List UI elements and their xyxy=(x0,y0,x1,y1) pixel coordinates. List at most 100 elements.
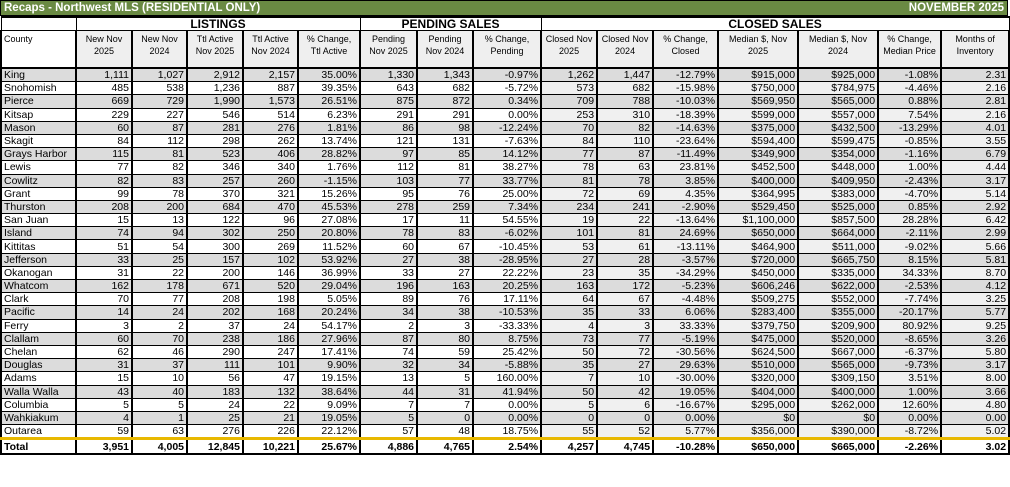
data-cell: $509,275 xyxy=(717,292,800,307)
data-cell: 2.16 xyxy=(940,107,1010,122)
data-cell: 57 xyxy=(359,424,419,441)
table-row: Skagit 84 112 298 262 13.74% 121 131 -7.63% 84 110… xyxy=(0,133,1010,149)
data-cell: 278 xyxy=(359,199,419,215)
county-name-cell: Pacific xyxy=(0,305,77,320)
data-cell: 24 xyxy=(242,318,299,333)
data-cell: 22.22% xyxy=(472,265,543,281)
data-cell: -34.29% xyxy=(652,265,720,281)
data-cell: 50 xyxy=(540,344,599,360)
data-cell: $375,000 xyxy=(717,120,800,135)
data-cell: 226 xyxy=(242,424,299,441)
data-cell: 25 xyxy=(131,252,188,267)
data-cell: $565,000 xyxy=(797,94,880,109)
data-cell: $624,500 xyxy=(717,344,800,360)
county-name-cell: Kitsap xyxy=(0,107,77,122)
data-cell: $390,000 xyxy=(797,424,880,441)
data-cell: 19 xyxy=(540,213,599,228)
data-cell: 112 xyxy=(131,133,188,149)
data-cell: $354,000 xyxy=(797,147,880,162)
data-cell: -12.24% xyxy=(472,120,543,135)
data-cell: -23.64% xyxy=(652,133,720,149)
data-cell: 302 xyxy=(186,226,244,241)
table-row: Thurston 208 200 684 470 45.53% 278 259 7.34% 234… xyxy=(0,199,1010,215)
data-cell: $750,000 xyxy=(717,81,800,96)
data-cell: 7.54% xyxy=(877,107,943,122)
data-cell: 85 xyxy=(416,147,475,162)
data-cell: 2,157 xyxy=(242,67,299,83)
data-cell: 50 xyxy=(540,384,599,399)
data-cell: 67 xyxy=(416,239,475,254)
data-cell: 20.25% xyxy=(472,278,543,294)
report-title: Recaps - Northwest MLS (RESIDENTIAL ONLY… xyxy=(4,2,261,14)
data-cell: 60 xyxy=(359,239,419,254)
total-cell: 4,745 xyxy=(596,438,655,456)
data-cell: $400,000 xyxy=(717,173,800,188)
data-cell: 788 xyxy=(596,94,655,109)
data-cell: 31 xyxy=(75,358,133,373)
data-cell: 573 xyxy=(540,81,599,96)
data-cell: $448,000 xyxy=(797,160,880,175)
table-row: Cowlitz 82 83 257 260 -1.15% 103 77 33.77% 81 78 3.… xyxy=(0,173,1010,188)
data-cell: 34 xyxy=(359,305,419,320)
data-cell: 53.92% xyxy=(296,252,362,267)
data-cell: 5.05% xyxy=(296,292,362,307)
data-cell: 2,912 xyxy=(186,67,244,83)
data-cell: 47 xyxy=(242,371,299,386)
data-cell: 70 xyxy=(75,292,133,307)
data-cell: -1.16% xyxy=(877,147,943,162)
data-cell: 77 xyxy=(596,331,655,346)
table-row: Columbia 5 5 24 22 9.09% 7 7 0.00% 5 6 -16.67% $295,… xyxy=(0,397,1010,412)
table-row: Ferry 3 2 37 24 54.17% 2 3 -33.33% 4 3 33.33% $379,7… xyxy=(0,318,1010,333)
data-cell: -13.64% xyxy=(652,213,720,228)
table-body: King 1,111 1,027 2,912 2,157 35.00% 1,330 1,343… xyxy=(0,67,1010,456)
column-header: Months of Inventory xyxy=(940,30,1010,69)
data-cell: 95 xyxy=(359,186,419,201)
data-cell: 32 xyxy=(359,358,419,373)
data-cell: 0.85% xyxy=(877,199,943,215)
data-cell: $356,000 xyxy=(717,424,800,441)
data-cell: 25.00% xyxy=(472,186,543,201)
data-cell: -4.70% xyxy=(877,186,943,201)
data-cell: 178 xyxy=(131,278,188,294)
data-cell: 97 xyxy=(359,147,419,162)
data-cell: 46 xyxy=(131,344,188,360)
table-row: Walla Walla 43 40 183 132 38.64% 44 31 41.94% 50 4… xyxy=(0,384,1010,399)
data-cell: 27 xyxy=(359,252,419,267)
column-header: Ttl Active Nov 2024 xyxy=(242,30,299,69)
data-cell: 17.11% xyxy=(472,292,543,307)
data-cell: 87 xyxy=(596,147,655,162)
data-cell: 146 xyxy=(242,265,299,281)
data-cell: 227 xyxy=(131,107,188,122)
data-cell: 485 xyxy=(75,81,133,96)
data-cell: -20.17% xyxy=(877,305,943,320)
data-cell: 1,262 xyxy=(540,67,599,83)
data-cell: 35 xyxy=(540,358,599,373)
data-cell: 241 xyxy=(596,199,655,215)
data-cell: 59 xyxy=(416,344,475,360)
data-cell: -4.46% xyxy=(877,81,943,96)
data-cell: -7.63% xyxy=(472,133,543,149)
table-row: Jefferson 33 25 157 102 53.92% 27 38 -28.95% 27 28… xyxy=(0,252,1010,267)
data-cell: 340 xyxy=(242,160,299,175)
data-cell: $309,150 xyxy=(797,371,880,386)
county-name-cell: Ferry xyxy=(0,318,77,333)
data-cell: -18.39% xyxy=(652,107,720,122)
data-cell: 0.34% xyxy=(472,94,543,109)
data-cell: 110 xyxy=(596,133,655,149)
data-cell: 2.16 xyxy=(940,81,1010,96)
county-name-cell: Outarea xyxy=(0,424,77,441)
data-cell: 729 xyxy=(131,94,188,109)
county-name-cell: Walla Walla xyxy=(0,384,77,399)
data-cell: $606,246 xyxy=(717,278,800,294)
data-cell: $667,000 xyxy=(797,344,880,360)
data-cell: 33 xyxy=(359,265,419,281)
data-cell: $665,750 xyxy=(797,252,880,267)
data-cell: $569,950 xyxy=(717,94,800,109)
data-cell: -2.90% xyxy=(652,199,720,215)
data-cell: -13.11% xyxy=(652,239,720,254)
data-cell: 39.35% xyxy=(296,81,362,96)
data-cell: $0 xyxy=(717,410,800,426)
data-cell: 22 xyxy=(131,265,188,281)
data-cell: 84 xyxy=(540,133,599,149)
data-cell: 99 xyxy=(75,186,133,201)
